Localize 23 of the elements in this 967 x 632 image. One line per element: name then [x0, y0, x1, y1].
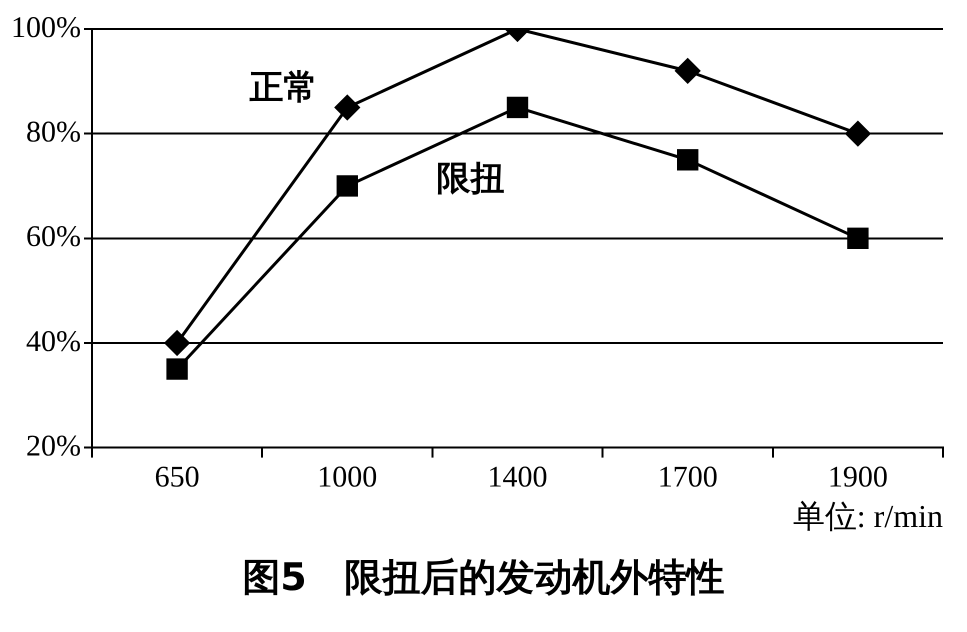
y-tick-label: 40%: [26, 324, 81, 358]
x-tick-label: 650: [154, 460, 200, 494]
point: [164, 330, 190, 356]
x-tick-label: 1400: [487, 460, 548, 494]
point: [166, 358, 188, 380]
y-tick-label: 80%: [26, 116, 81, 149]
point: [677, 149, 698, 171]
point: [847, 228, 869, 249]
y-tick-label: 60%: [26, 220, 81, 254]
point: [336, 175, 358, 197]
y-tick-label: 100%: [10, 10, 81, 44]
point: [675, 58, 700, 84]
x-tick-label: 1700: [658, 460, 718, 494]
x-axis-title: 单位: r/min: [792, 498, 943, 534]
text: 图5 限扭后的发动机外特性: [241, 554, 726, 601]
series-label: 限扭: [436, 160, 504, 198]
series-label: 正常: [248, 69, 318, 106]
x-tick-label: 1900: [828, 460, 888, 494]
y-tick-label: 20%: [26, 429, 81, 462]
point: [334, 94, 360, 120]
point: [845, 121, 870, 146]
x-tick-label: 1000: [317, 460, 378, 494]
point: [506, 96, 528, 118]
